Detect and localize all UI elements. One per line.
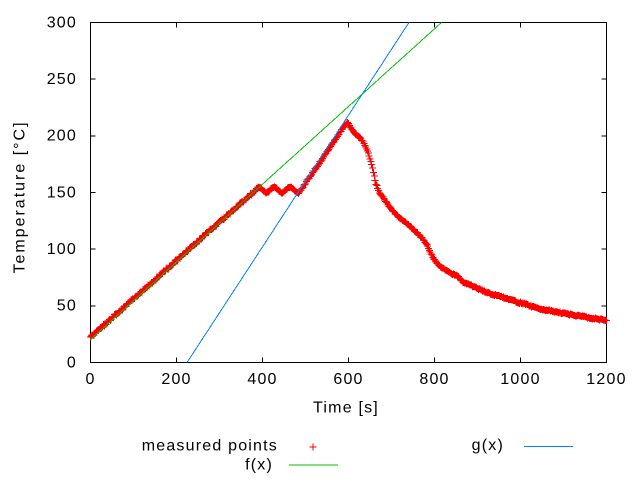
svg-text:600: 600 bbox=[333, 371, 363, 388]
svg-text:250: 250 bbox=[47, 71, 77, 88]
svg-text:1000: 1000 bbox=[500, 371, 540, 388]
svg-text:Time [s]: Time [s] bbox=[313, 400, 379, 417]
svg-text:300: 300 bbox=[47, 14, 77, 31]
svg-text:50: 50 bbox=[57, 298, 77, 315]
svg-text:200: 200 bbox=[161, 371, 191, 388]
svg-text:400: 400 bbox=[247, 371, 277, 388]
svg-text:200: 200 bbox=[47, 128, 77, 145]
svg-text:1200: 1200 bbox=[586, 371, 626, 388]
svg-text:Temperature [°C]: Temperature [°C] bbox=[12, 120, 29, 273]
svg-text:0: 0 bbox=[85, 371, 95, 388]
svg-text:800: 800 bbox=[419, 371, 449, 388]
svg-text:measured points: measured points bbox=[142, 438, 278, 455]
svg-text:f(x): f(x) bbox=[245, 457, 273, 474]
svg-text:100: 100 bbox=[47, 241, 77, 258]
svg-text:0: 0 bbox=[67, 354, 77, 371]
svg-text:g(x): g(x) bbox=[472, 437, 504, 454]
svg-text:150: 150 bbox=[47, 184, 77, 201]
